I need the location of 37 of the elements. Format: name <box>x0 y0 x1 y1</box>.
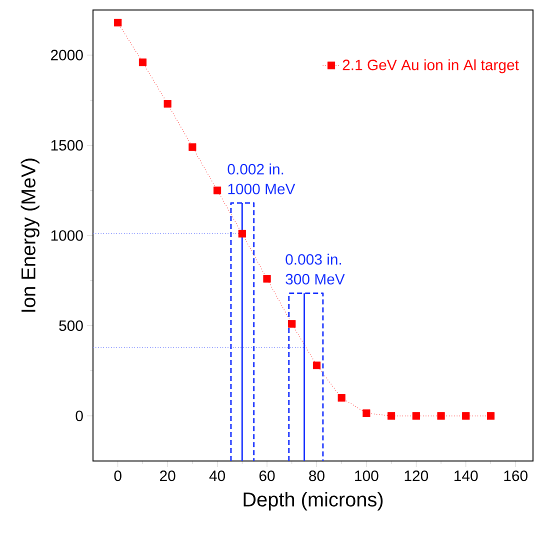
annotation: 1000 MeV <box>228 184 296 194</box>
y-tick-label: 500 <box>59 320 83 331</box>
x-tick-label: 0 <box>114 470 122 482</box>
point <box>138 58 147 66</box>
point <box>437 412 445 420</box>
point <box>362 409 370 417</box>
x-tick-label: 160 <box>504 470 528 482</box>
x-tick-label: 60 <box>259 470 275 482</box>
y-tick-label: 0 <box>76 410 83 422</box>
x-axis-title: Depth (microns) <box>244 492 383 511</box>
point <box>462 412 470 420</box>
annotation: 0.003 in. <box>286 254 342 265</box>
point <box>238 230 246 238</box>
y-tick-label: 1000 <box>51 230 83 241</box>
point <box>388 412 396 420</box>
point <box>114 18 122 26</box>
point <box>312 362 321 370</box>
y-tick-label: 1500 <box>51 140 83 151</box>
y-tick-label: 2000 <box>50 50 83 60</box>
x-tick-label: 80 <box>309 470 324 482</box>
annotation: 0.002 in. <box>228 164 284 175</box>
point <box>213 186 222 194</box>
point <box>263 274 271 283</box>
annotation: 300 MeV <box>286 274 345 285</box>
point <box>412 412 420 420</box>
y-axis-title: Ion Energy (MeV) <box>20 158 40 312</box>
x-tick-label: 120 <box>404 470 428 482</box>
point <box>486 412 495 420</box>
point <box>288 320 296 328</box>
x-tick-label: 20 <box>160 470 176 482</box>
x-tick-label: 140 <box>454 470 478 482</box>
point <box>338 394 346 402</box>
x-tick-label: 100 <box>355 470 378 482</box>
legend-label: 2.1 GeV Au ion in Al target <box>342 59 519 74</box>
x-tick-label: 40 <box>209 470 226 482</box>
point <box>188 143 196 151</box>
point <box>164 100 172 108</box>
